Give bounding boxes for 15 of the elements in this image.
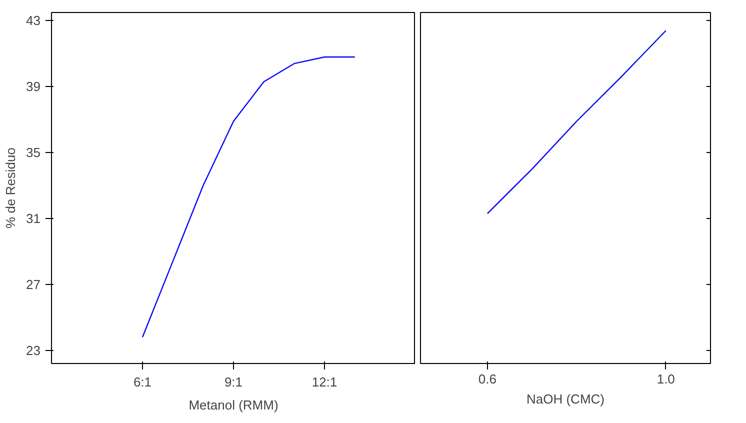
- y-tick-label: 31: [26, 210, 41, 226]
- x-axis-title: Metanol (RMM): [188, 398, 278, 412]
- x-axis-title: NaOH (CMC): [526, 392, 605, 406]
- x-tick-label: 6:1: [133, 374, 152, 390]
- y-tick-label: 27: [26, 276, 41, 292]
- y-axis-title: % de Residuo: [3, 148, 18, 228]
- y-tick-label: 39: [26, 79, 41, 94]
- x-tick-label: 1.0: [656, 372, 675, 386]
- y-tick-label: 43: [26, 13, 41, 28]
- line-series: [142, 56, 356, 338]
- y-tick-label: 35: [26, 145, 41, 160]
- x-tick-label: 12:1: [312, 374, 338, 390]
- x-tick-label: 9:1: [224, 374, 243, 390]
- y-tick-label: 23: [26, 342, 41, 358]
- x-tick-label: 0.6: [478, 372, 496, 386]
